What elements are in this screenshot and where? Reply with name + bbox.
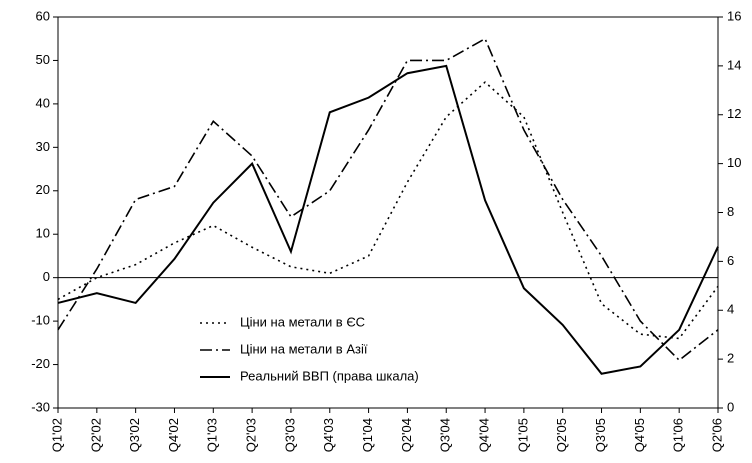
y2-tick-label: 16 — [727, 8, 741, 23]
x-tick-label: Q2'03 — [244, 418, 259, 452]
x-tick-label: Q3'03 — [282, 418, 297, 452]
y-tick-label: 40 — [36, 95, 50, 110]
legend-label: Реальний ВВП (права шкала) — [240, 368, 419, 383]
y-tick-label: -10 — [31, 313, 50, 328]
legend-label: Ціни на метали в ЄС — [240, 314, 365, 329]
x-tick-label: Q4'05 — [632, 418, 647, 452]
x-tick-label: Q1'03 — [205, 418, 220, 452]
x-tick-label: Q4'02 — [166, 418, 181, 452]
x-tick-label: Q2'06 — [709, 418, 724, 452]
legend-label: Ціни на метали в Азії — [240, 341, 368, 356]
y-tick-label: 0 — [43, 269, 50, 284]
plot-frame — [57, 16, 719, 409]
y2-tick-label: 8 — [727, 204, 734, 219]
y-tick-label: 60 — [36, 8, 50, 23]
x-tick-label: Q1'06 — [671, 418, 686, 452]
x-tick-label: Q1'02 — [49, 418, 64, 452]
y2-tick-label: 14 — [727, 57, 741, 72]
y2-tick-label: 4 — [727, 302, 734, 317]
x-tick-label: Q3'02 — [127, 418, 142, 452]
y-tick-label: 30 — [36, 139, 50, 154]
series-line — [57, 81, 719, 340]
y2-tick-label: 6 — [727, 253, 734, 268]
x-tick-label: Q1'05 — [515, 418, 530, 452]
y-tick-label: -20 — [31, 356, 50, 371]
x-tick-label: Q3'04 — [438, 418, 453, 452]
y-tick-label: 10 — [36, 226, 50, 241]
y-tick-label: 50 — [36, 52, 50, 67]
y-tick-label: -30 — [31, 399, 50, 414]
series-line — [57, 64, 719, 375]
y2-tick-label: 2 — [727, 351, 734, 366]
y-tick-label: 20 — [36, 182, 50, 197]
x-tick-label: Q2'05 — [554, 418, 569, 452]
x-tick-label: Q1'04 — [360, 418, 375, 452]
x-tick-label: Q4'03 — [321, 418, 336, 452]
x-tick-label: Q2'02 — [88, 418, 103, 452]
series-line — [57, 37, 719, 362]
x-tick-label: Q2'04 — [399, 418, 414, 452]
x-tick-label: Q3'05 — [593, 418, 608, 452]
y2-tick-label: 0 — [727, 399, 734, 414]
y2-tick-label: 10 — [727, 155, 741, 170]
x-tick-label: Q4'04 — [476, 418, 491, 452]
y2-tick-label: 12 — [727, 106, 741, 121]
